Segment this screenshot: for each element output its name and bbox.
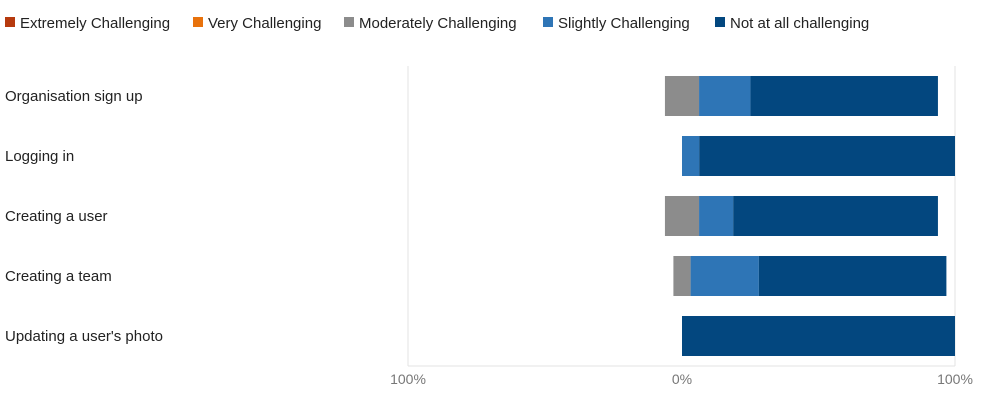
legend-swatch-slightly-challenging: [543, 17, 553, 27]
bar-updating-a-user-s-photo-not-at-all-challenging: [682, 316, 955, 356]
bar-organisation-sign-up-not-at-all-challenging: [750, 76, 938, 116]
category-label-organisation-sign-up: Organisation sign up: [5, 88, 143, 105]
tick-labels: 100% 0% 100%: [390, 371, 973, 387]
legend-label-extremely-challenging: Extremely Challenging: [20, 15, 170, 32]
category-label-creating-a-team: Creating a team: [5, 268, 112, 285]
bar-creating-a-user-slightly-challenging: [699, 196, 734, 236]
tick-label-zero: 0%: [672, 371, 692, 387]
category-labels: Organisation sign up Logging in Creating a…: [5, 88, 163, 345]
legend-swatch-not-at-all-challenging: [715, 17, 725, 27]
bar-logging-in-not-at-all-challenging: [699, 136, 955, 176]
legend-label-very-challenging: Very Challenging: [208, 15, 321, 32]
legend: Extremely Challenging Very Challenging Mod…: [5, 15, 869, 32]
bars: [664, 76, 955, 356]
legend-label-slightly-challenging: Slightly Challenging: [558, 15, 690, 32]
tick-label-left: 100%: [390, 371, 426, 387]
bar-creating-a-team-moderately-challenging: [673, 256, 691, 296]
category-label-logging-in: Logging in: [5, 148, 74, 165]
tick-label-right: 100%: [937, 371, 973, 387]
bar-creating-a-team-not-at-all-challenging: [758, 256, 947, 296]
bar-creating-a-user-not-at-all-challenging: [733, 196, 938, 236]
legend-swatch-moderately-challenging: [344, 17, 354, 27]
bar-creating-a-user-moderately-challenging: [664, 196, 700, 236]
bar-logging-in-slightly-challenging: [682, 136, 700, 176]
legend-label-not-at-all-challenging: Not at all challenging: [730, 15, 869, 32]
bar-organisation-sign-up-slightly-challenging: [699, 76, 751, 116]
bar-organisation-sign-up-moderately-challenging: [664, 76, 700, 116]
category-label-creating-a-user: Creating a user: [5, 208, 108, 225]
legend-swatch-extremely-challenging: [5, 17, 15, 27]
legend-swatch-very-challenging: [193, 17, 203, 27]
legend-label-moderately-challenging: Moderately Challenging: [359, 15, 517, 32]
category-label-updating-a-user-s-photo: Updating a user's photo: [5, 328, 163, 345]
bar-creating-a-team-slightly-challenging: [690, 256, 759, 296]
